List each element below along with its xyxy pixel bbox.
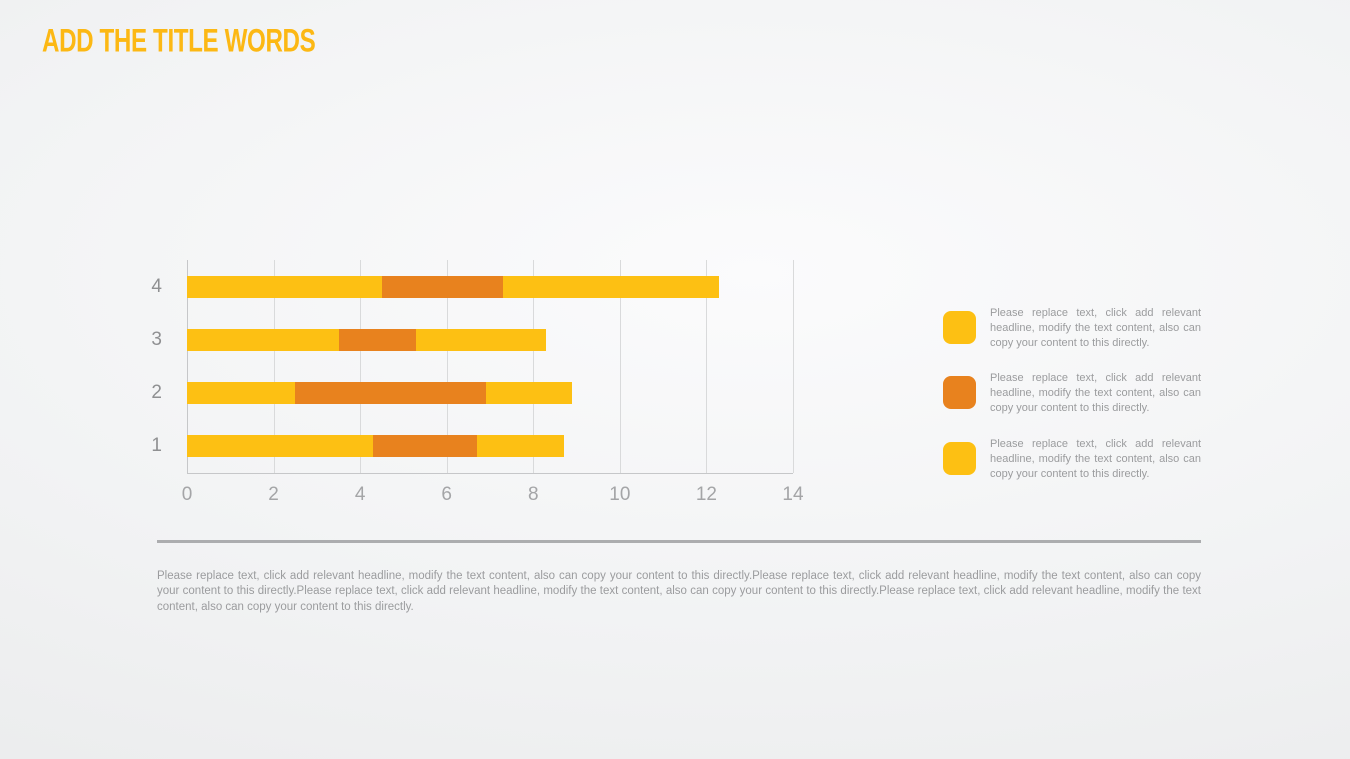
bar-segment-series-2 [338,328,417,351]
x-tick-label: 6 [441,484,452,505]
divider-line [157,540,1201,543]
gridline [273,260,275,473]
legend-marker-icon [943,311,976,344]
bar-segment-series-1 [187,382,296,405]
bar-segment-series-2 [373,435,477,458]
plot-area [187,260,794,474]
x-tick-label: 0 [181,484,193,505]
x-axis-tick-labels: 0 2 4 6 8 10 12 14 [182,483,804,507]
gridline [793,260,794,473]
bar-segment-series-3 [502,275,720,298]
bar-row-1 [187,435,564,458]
bar-segment-series-1 [187,435,374,458]
gridline [533,260,535,473]
x-tick-label: 12 [695,484,717,505]
bar-segment-series-2 [295,382,486,405]
legend-marker-icon [943,376,976,409]
legend-text: Please replace text, click add relevant … [990,307,1201,349]
gridline [446,260,448,473]
bar-segment-series-1 [187,328,339,351]
bar-row-2 [187,382,573,405]
x-tick-label: 4 [354,484,366,505]
bar-segment-series-3 [477,435,564,458]
category-label: 1 [151,435,162,457]
footer-paragraph: Please replace text, click add relevant … [157,570,1201,613]
category-label: 4 [151,275,162,297]
legend-text: Please replace text, click add relevant … [990,438,1201,480]
x-axis-line [187,473,793,474]
x-tick-label: 14 [782,484,804,505]
x-tick-label: 2 [268,484,279,505]
gridline [360,260,362,473]
bar-segment-series-1 [187,275,382,298]
x-tick-label: 8 [527,484,539,505]
gridline [619,260,621,473]
bar-row-4 [187,275,720,298]
bar-segment-series-3 [485,382,573,405]
bar-row-3 [187,328,547,351]
category-label: 3 [151,328,162,350]
y-axis-line [187,260,188,473]
category-label: 2 [151,382,162,404]
legend-marker-icon [943,442,976,475]
legend-text: Please replace text, click add relevant … [990,372,1201,414]
page-title: ADD THE TITLE WORDS [42,22,316,59]
bar-segment-series-3 [416,328,547,351]
gridline [706,260,708,473]
bar-segment-series-2 [381,275,503,298]
x-tick-label: 10 [609,484,631,505]
chart-category-axis: 4 3 2 1 [120,260,174,473]
